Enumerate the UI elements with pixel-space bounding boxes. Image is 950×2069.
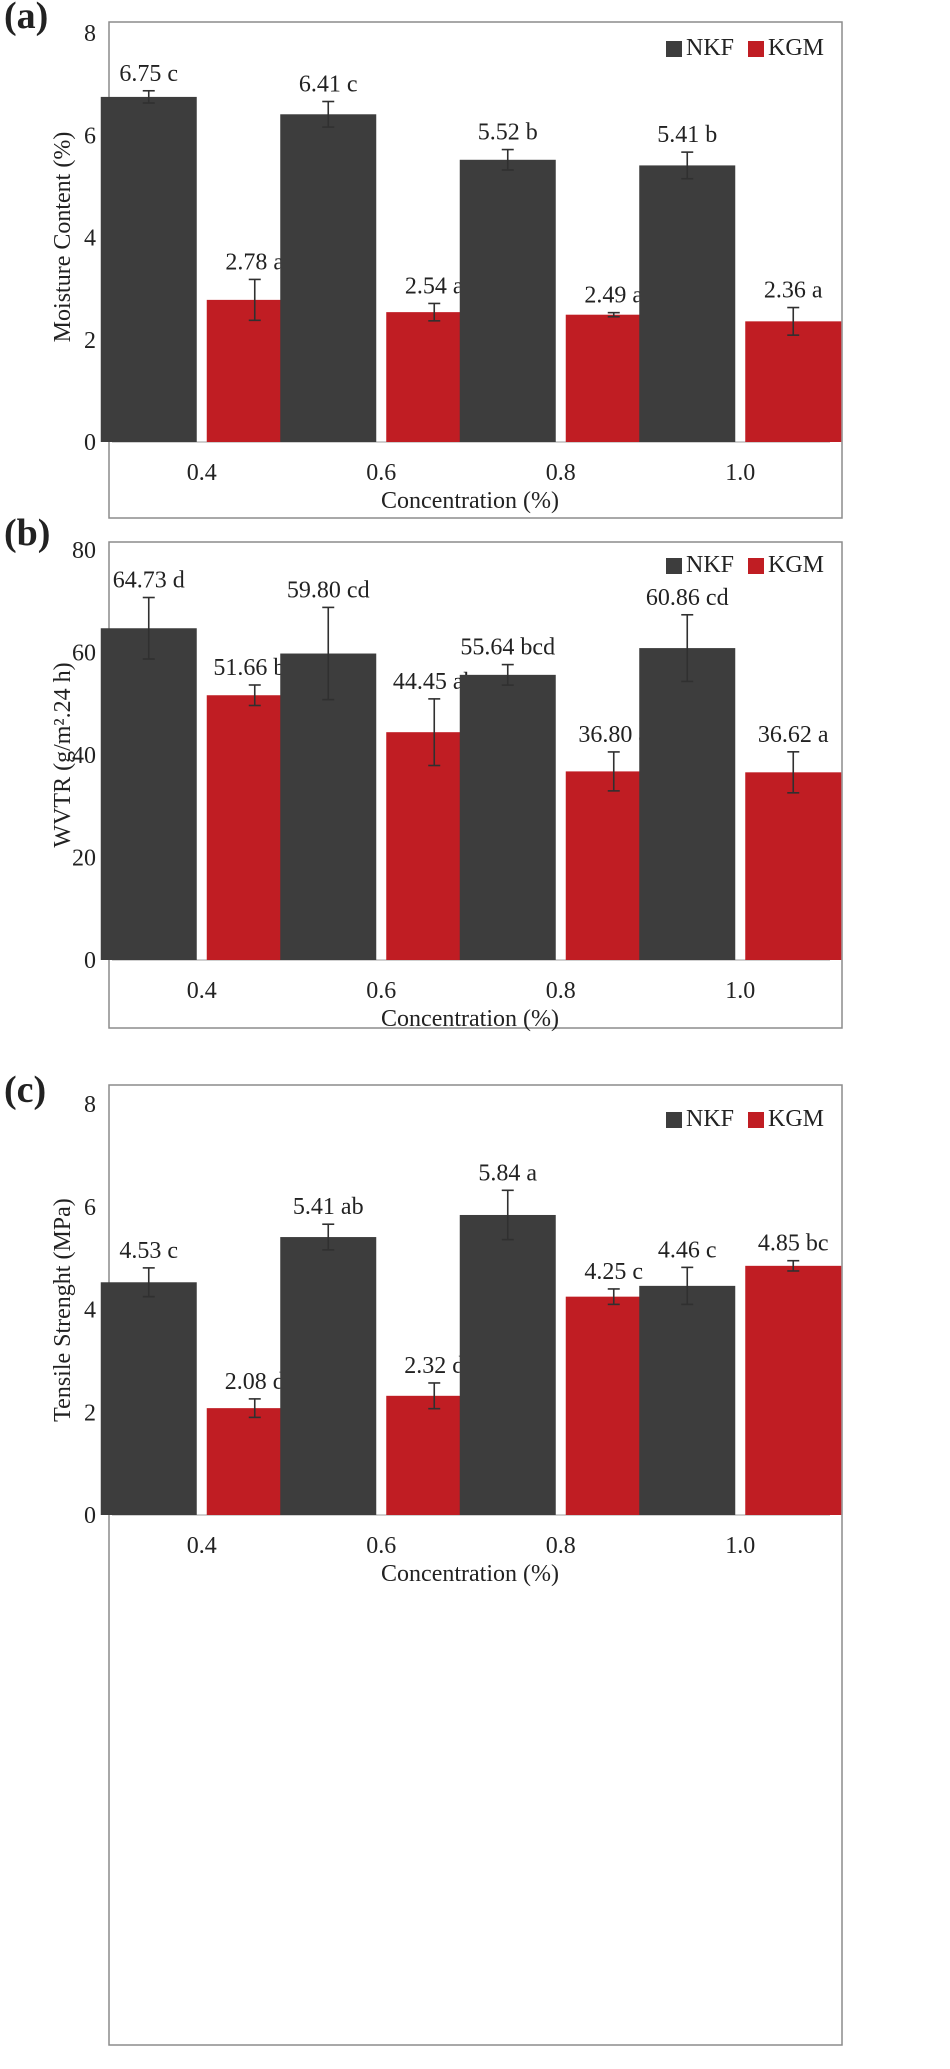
legend: NKF KGM (666, 35, 824, 61)
data-label: 55.64 bcd (460, 635, 555, 661)
y-axis-title: WVTR (g/m².24 h) (50, 662, 76, 847)
data-label: 2.36 a (764, 278, 823, 304)
y-axis-title: Moisture Content (%) (50, 132, 76, 343)
legend-swatch-nkf (666, 41, 682, 57)
y-axis-title: Tensile Strenght (MPa) (50, 1198, 76, 1422)
bar-nkf (639, 648, 736, 960)
x-tick-label: 1.0 (725, 978, 755, 1004)
chart-frame (108, 1084, 843, 2046)
y-tick-label: 2 (84, 1400, 96, 1426)
data-label: 5.52 b (478, 120, 538, 146)
legend-label-nkf: NKF (686, 552, 734, 578)
x-axis-title: Concentration (%) (381, 488, 559, 514)
data-label: 4.25 c (584, 1259, 643, 1285)
data-label: 4.85 bc (758, 1231, 829, 1257)
bar-kgm (745, 321, 842, 442)
y-tick-label: 0 (84, 430, 96, 456)
data-label: 2.78 a (225, 249, 284, 275)
panel-label: (c) (4, 1069, 46, 1111)
x-tick-label: 0.6 (366, 460, 396, 486)
legend: NKF KGM (666, 1106, 824, 1132)
data-label: 4.53 c (119, 1238, 178, 1264)
chart-panel-1: (a) 0 2 4 6 8 0.4 6.75 c 2.78 a 0.6 6.41 c 2.54 a 0.… (4, 0, 843, 519)
data-label: 4.46 c (658, 1237, 717, 1263)
chart-panel-3: (c) 0 2 4 6 8 0.4 4.53 c 2.08 d 0.6 5.41 ab 2.32 d 0… (4, 1069, 843, 2046)
data-label: 5.84 a (478, 1160, 537, 1186)
y-tick-label: 6 (84, 123, 96, 149)
y-tick-label: 0 (84, 948, 96, 974)
y-tick-label: 8 (84, 21, 96, 47)
data-label: 59.80 cd (287, 577, 370, 603)
bar-nkf (280, 1237, 377, 1515)
legend-swatch-nkf (666, 558, 682, 574)
x-tick-label: 1.0 (725, 460, 755, 486)
x-tick-label: 0.4 (187, 1533, 217, 1559)
y-tick-label: 20 (72, 846, 96, 872)
bar-nkf (459, 159, 556, 443)
legend: NKF KGM (666, 552, 824, 578)
bar-nkf (280, 114, 377, 442)
y-tick-label: 4 (84, 226, 96, 252)
legend-label-nkf: NKF (686, 35, 734, 61)
y-tick-label: 0 (84, 1503, 96, 1529)
y-tick-label: 8 (84, 1092, 96, 1118)
bar-kgm (745, 772, 842, 960)
bar-nkf (459, 674, 556, 960)
y-tick-label: 2 (84, 328, 96, 354)
y-tick-label: 80 (72, 538, 96, 564)
data-label: 6.75 c (119, 61, 178, 87)
y-tick-label: 4 (84, 1298, 96, 1324)
legend-swatch-kgm (748, 1112, 764, 1128)
data-label: 36.80 a (578, 722, 649, 748)
x-tick-label: 0.8 (546, 1533, 576, 1559)
bar-kgm (745, 1265, 842, 1515)
data-label: 36.62 a (758, 722, 829, 748)
y-tick-label: 60 (72, 641, 96, 667)
data-label: 5.41 ab (293, 1194, 364, 1220)
data-label: 2.54 a (405, 273, 464, 299)
legend-swatch-kgm (748, 41, 764, 57)
panel-label: (b) (4, 512, 50, 554)
legend-label-kgm: KGM (768, 552, 824, 578)
x-tick-label: 0.4 (187, 978, 217, 1004)
legend-label-kgm: KGM (768, 1106, 824, 1132)
data-label: 2.49 a (584, 283, 643, 309)
panel-label: (a) (4, 0, 48, 37)
bar-nkf (100, 1282, 197, 1515)
data-label: 60.86 cd (646, 585, 729, 611)
data-label: 6.41 c (299, 72, 358, 98)
x-axis-title: Concentration (%) (381, 1006, 559, 1032)
x-axis-title: Concentration (%) (381, 1561, 559, 1587)
bar-nkf (459, 1214, 556, 1515)
bar-nkf (280, 653, 377, 960)
y-tick-label: 6 (84, 1195, 96, 1221)
x-tick-label: 0.6 (366, 1533, 396, 1559)
legend-label-nkf: NKF (686, 1106, 734, 1132)
data-label: 64.73 d (113, 568, 185, 594)
data-label: 5.41 b (657, 122, 717, 148)
legend-swatch-kgm (748, 558, 764, 574)
x-tick-label: 1.0 (725, 1533, 755, 1559)
data-label: 2.08 d (225, 1369, 285, 1395)
x-tick-label: 0.8 (546, 978, 576, 1004)
legend-label-kgm: KGM (768, 35, 824, 61)
x-tick-label: 0.6 (366, 978, 396, 1004)
x-tick-label: 0.8 (546, 460, 576, 486)
bar-nkf (639, 1285, 736, 1515)
data-label: 2.32 d (404, 1353, 464, 1379)
legend-swatch-nkf (666, 1112, 682, 1128)
bar-nkf (639, 165, 736, 442)
y-tick-label: 40 (72, 743, 96, 769)
bar-nkf (100, 96, 197, 442)
x-tick-label: 0.4 (187, 460, 217, 486)
bar-nkf (100, 628, 197, 960)
